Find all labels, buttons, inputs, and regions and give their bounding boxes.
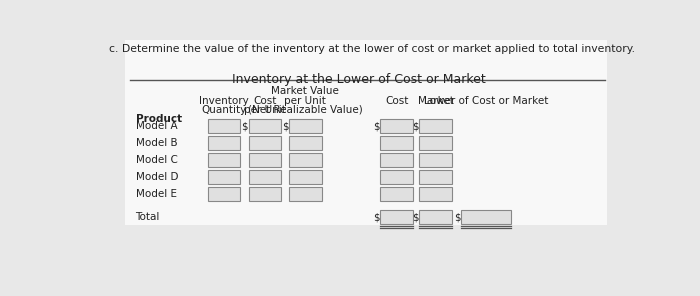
Text: $: $	[373, 212, 379, 222]
Bar	[289, 170, 321, 184]
Text: $: $	[241, 121, 248, 131]
Bar	[381, 120, 413, 133]
Text: Model C: Model C	[136, 155, 177, 165]
Bar	[461, 210, 512, 224]
Bar	[208, 170, 240, 184]
Bar	[125, 40, 607, 225]
Bar	[419, 210, 452, 224]
Bar	[419, 120, 452, 133]
Text: Market Value: Market Value	[272, 86, 340, 96]
Bar	[381, 153, 413, 167]
Bar	[248, 187, 281, 201]
Bar	[419, 170, 452, 184]
Text: Cost: Cost	[253, 96, 276, 106]
Bar	[208, 120, 240, 133]
Text: Cost: Cost	[385, 96, 408, 106]
Text: Total: Total	[136, 212, 160, 222]
Text: $: $	[412, 212, 419, 222]
Text: c. Determine the value of the inventory at the lower of cost or market applied t: c. Determine the value of the inventory …	[109, 44, 635, 54]
Text: Quantity: Quantity	[202, 105, 246, 115]
Text: per Unit: per Unit	[284, 96, 326, 106]
Text: (Net Realizable Value): (Net Realizable Value)	[248, 105, 363, 115]
Text: $: $	[281, 121, 288, 131]
Bar	[289, 136, 321, 150]
Bar	[208, 153, 240, 167]
Bar	[289, 187, 321, 201]
Bar	[381, 210, 413, 224]
Bar	[248, 170, 281, 184]
Text: Model D: Model D	[136, 172, 178, 182]
Text: Model E: Model E	[136, 189, 176, 199]
Text: Inventory at the Lower of Cost or Market: Inventory at the Lower of Cost or Market	[232, 73, 486, 86]
Text: Market: Market	[417, 96, 454, 106]
Bar	[248, 136, 281, 150]
Bar	[381, 136, 413, 150]
Bar	[208, 187, 240, 201]
Text: Product: Product	[136, 114, 182, 124]
Bar	[419, 187, 452, 201]
Bar	[419, 153, 452, 167]
Text: Inventory: Inventory	[199, 96, 248, 106]
Text: $: $	[373, 121, 379, 131]
Text: per Unit: per Unit	[244, 105, 286, 115]
Bar	[208, 136, 240, 150]
Text: $: $	[412, 121, 419, 131]
Text: Model A: Model A	[136, 121, 177, 131]
Bar	[289, 153, 321, 167]
Text: Lower of Cost or Market: Lower of Cost or Market	[424, 96, 548, 106]
Bar	[381, 170, 413, 184]
Bar	[381, 187, 413, 201]
Text: $: $	[454, 212, 461, 222]
Bar	[248, 153, 281, 167]
Bar	[419, 136, 452, 150]
Bar	[289, 120, 321, 133]
Text: Model B: Model B	[136, 138, 177, 148]
Bar	[248, 120, 281, 133]
